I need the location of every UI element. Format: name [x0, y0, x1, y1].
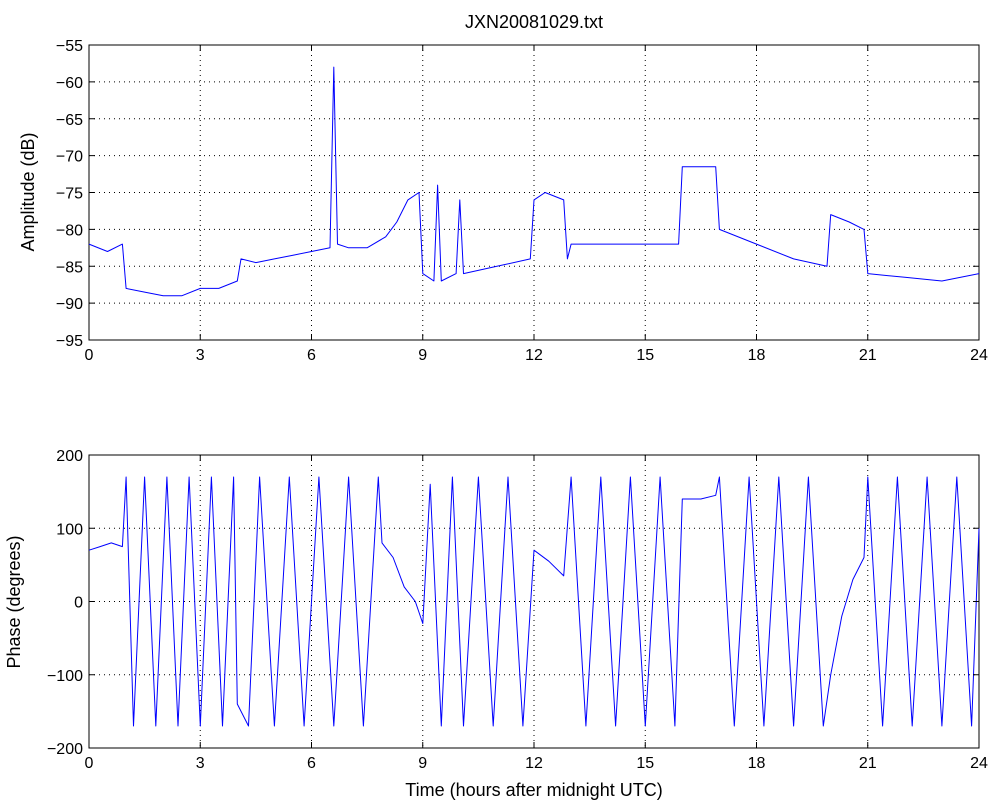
phase-x-axis-label: Time (hours after midnight UTC) — [405, 780, 662, 800]
amplitude-series-line — [88, 66, 980, 297]
phase-x-tick-label: 0 — [85, 755, 94, 772]
amplitude-y-tick-label: −55 — [56, 38, 83, 55]
amplitude-x-tick-label: 15 — [636, 347, 654, 364]
phase-series-line — [88, 476, 980, 727]
amplitude-x-tick-label: 21 — [859, 347, 877, 364]
phase-ticks: 0 3 6 9 12 15 18 21 24 −200 −100 0 100 200 — [47, 448, 988, 772]
phase-y-tick-label: 200 — [56, 448, 83, 465]
phase-x-tick-label: 15 — [636, 755, 654, 772]
phase-x-tick-label: 18 — [748, 755, 766, 772]
amplitude-y-tick-label: −75 — [56, 186, 83, 203]
phase-plot-area — [88, 476, 980, 727]
amplitude-y-tick-label: −95 — [56, 333, 83, 350]
phase-y-tick-label: −200 — [47, 741, 83, 758]
amplitude-x-tick-label: 24 — [970, 347, 988, 364]
amplitude-y-tick-label: −65 — [56, 112, 83, 129]
phase-x-tick-label: 12 — [525, 755, 543, 772]
phase-x-tick-label: 24 — [970, 755, 988, 772]
amplitude-panel: 0 3 6 9 12 15 18 21 24 −95 −90 −85 −80 −75 −70 −65 −60 −5… — [18, 12, 988, 364]
amplitude-y-tick-label: −60 — [56, 75, 83, 92]
phase-y-tick-label: 100 — [56, 521, 83, 538]
amplitude-plot-area — [88, 66, 980, 297]
amplitude-y-tick-label: −70 — [56, 149, 83, 166]
phase-y-tick-label: −100 — [47, 668, 83, 685]
amplitude-y-tick-label: −80 — [56, 222, 83, 239]
phase-grid — [89, 455, 979, 748]
amplitude-x-tick-label: 3 — [196, 347, 205, 364]
phase-panel: 0 3 6 9 12 15 18 21 24 −200 −100 0 100 200 Time (hour… — [4, 448, 988, 800]
phase-x-tick-label: 9 — [418, 755, 427, 772]
phase-x-tick-label: 21 — [859, 755, 877, 772]
phase-y-tick-label: 0 — [74, 595, 83, 612]
amplitude-x-tick-label: 12 — [525, 347, 543, 364]
amplitude-y-axis-label: Amplitude (dB) — [18, 132, 38, 251]
amplitude-ticks: 0 3 6 9 12 15 18 21 24 −95 −90 −85 −80 −75 −70 −65 −60 −5… — [56, 38, 988, 364]
amplitude-y-tick-label: −90 — [56, 296, 83, 313]
amplitude-x-tick-label: 6 — [307, 347, 316, 364]
amplitude-x-tick-label: 18 — [748, 347, 766, 364]
amplitude-y-tick-label: −85 — [56, 259, 83, 276]
phase-x-tick-label: 6 — [307, 755, 316, 772]
amplitude-x-tick-label: 9 — [418, 347, 427, 364]
amplitude-chart-title: JXN20081029.txt — [465, 12, 603, 32]
amplitude-grid — [89, 45, 979, 340]
phase-x-tick-label: 3 — [196, 755, 205, 772]
amplitude-x-tick-label: 0 — [85, 347, 94, 364]
phase-y-axis-label: Phase (degrees) — [4, 535, 24, 668]
